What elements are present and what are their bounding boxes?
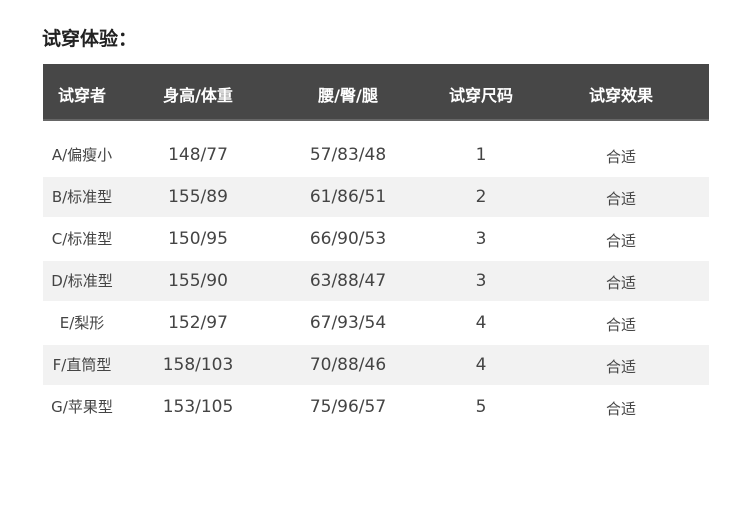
table-cell: 150/95 — [168, 229, 228, 249]
table-cell: 2 — [475, 187, 487, 207]
table-cell: 合适 — [605, 232, 637, 250]
column-header: 试穿尺码 — [448, 86, 514, 105]
table-cell: G/苹果型 — [51, 398, 113, 416]
table-cell: B/标准型 — [51, 188, 113, 206]
table-cell: 57/83/48 — [309, 145, 387, 165]
table-row: C/标准型 150/95 66/90/53 3 合适 — [43, 219, 709, 259]
table-cell: 155/90 — [168, 271, 228, 291]
table-cell: 66/90/53 — [309, 229, 387, 249]
table-cell: 4 — [475, 355, 487, 375]
table-cell: 合适 — [605, 274, 637, 292]
table-cell: 合适 — [605, 316, 637, 334]
table-row: F/直筒型 158/103 70/88/46 4 合适 — [43, 345, 709, 385]
table-cell: 3 — [475, 229, 487, 249]
table-cell: E/梨形 — [59, 314, 105, 332]
table-row: G/苹果型 153/105 75/96/57 5 合适 — [43, 387, 709, 427]
table-cell: 70/88/46 — [309, 355, 387, 375]
table-row: A/偏瘦小 148/77 57/83/48 1 合适 — [43, 135, 709, 175]
table-cell: 155/89 — [168, 187, 228, 207]
table-cell: 153/105 — [162, 397, 234, 417]
table-cell: 63/88/47 — [309, 271, 387, 291]
table-cell: 合适 — [605, 400, 637, 418]
table-cell: 合适 — [605, 148, 637, 166]
column-header: 试穿效果 — [588, 86, 654, 105]
table-cell: 148/77 — [168, 145, 228, 165]
table-cell: 152/97 — [168, 313, 228, 333]
table-cell: 75/96/57 — [309, 397, 387, 417]
table-cell: D/标准型 — [51, 272, 113, 290]
table-cell: 61/86/51 — [309, 187, 387, 207]
table-cell: 1 — [475, 145, 487, 165]
table-cell: 合适 — [605, 190, 637, 208]
table-cell: 4 — [475, 313, 487, 333]
table-cell: 5 — [475, 397, 487, 417]
table-cell: 合适 — [605, 358, 637, 376]
table-cell: F/直筒型 — [52, 356, 112, 374]
table-cell: C/标准型 — [51, 230, 113, 248]
table-cell: 3 — [475, 271, 487, 291]
column-header: 腰/臀/腿 — [318, 86, 378, 105]
table-cell: 67/93/54 — [309, 313, 387, 333]
table-cell: 158/103 — [162, 355, 234, 375]
section-title: 试穿体验： — [42, 28, 138, 50]
table-row: D/标准型 155/90 63/88/47 3 合适 — [43, 261, 709, 301]
table-cell: A/偏瘦小 — [51, 146, 113, 164]
table-row: E/梨形 152/97 67/93/54 4 合适 — [43, 303, 709, 343]
table-header: 试穿者 身高/体重 腰/臀/腿 试穿尺码 试穿效果 — [43, 64, 709, 121]
column-header: 试穿者 — [57, 86, 107, 105]
column-header: 身高/体重 — [163, 86, 233, 105]
table-row: B/标准型 155/89 61/86/51 2 合适 — [43, 177, 709, 217]
